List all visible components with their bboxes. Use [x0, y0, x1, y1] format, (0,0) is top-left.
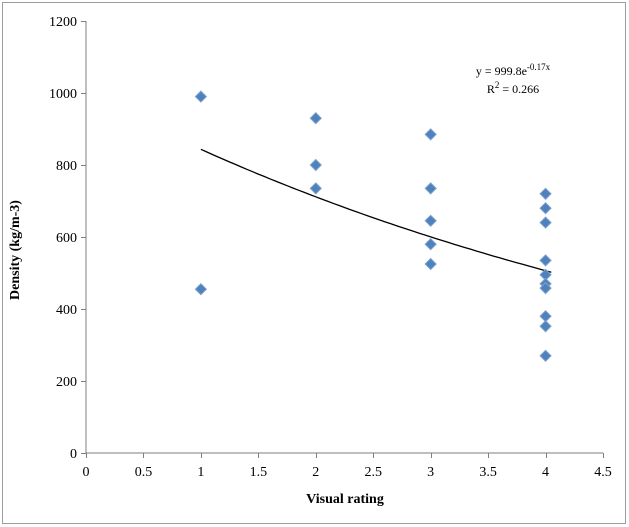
x-tick-label: 1 [197, 465, 204, 480]
x-axis-title: Visual rating [306, 492, 384, 507]
data-point-marker [539, 187, 552, 201]
data-point-marker [539, 281, 552, 295]
data-point-marker [539, 201, 552, 215]
x-tick-label: 2 [312, 465, 319, 480]
y-tick-label: 0 [70, 447, 77, 462]
x-tick-label: 1.5 [250, 465, 268, 480]
data-point-marker [424, 214, 437, 228]
y-tick-label: 1200 [49, 15, 77, 30]
y-tick-label: 600 [56, 231, 77, 246]
trendline-curve [200, 148, 552, 273]
trendline-annotation: y = 999.8e-0.17x R2 = 0.266 [476, 61, 550, 97]
data-point-marker [194, 90, 208, 103]
y-tick-label: 400 [56, 303, 77, 318]
x-tick-label: 0 [83, 465, 90, 480]
x-tick-label: 0.5 [135, 465, 153, 480]
data-point-marker [539, 349, 552, 363]
data-point-marker [539, 309, 552, 323]
data-point-marker [539, 216, 552, 229]
data-point-marker [539, 254, 552, 267]
y-tick-label: 800 [56, 159, 77, 174]
data-point-marker [424, 237, 437, 251]
data-point-marker [424, 257, 437, 271]
trendline-equation: y = 999.8e-0.17x [475, 61, 551, 78]
data-point-marker [539, 320, 552, 333]
y-tick-label: 1000 [49, 87, 77, 102]
data-point-marker [194, 282, 208, 296]
data-point-marker [424, 182, 437, 195]
y-tick-label: 200 [56, 375, 77, 390]
data-point-marker [309, 111, 322, 125]
data-point-marker [309, 158, 322, 172]
data-point-marker [309, 182, 322, 195]
data-point-marker [424, 128, 437, 141]
x-tick-label: 3.5 [479, 465, 497, 480]
y-axis-title: Density (kg/m-3) [8, 200, 23, 300]
r-squared-value: R2 = 0.266 [486, 80, 540, 96]
x-tick-label: 3 [427, 465, 434, 480]
x-tick-label: 4.5 [594, 465, 612, 480]
x-tick-label: 4 [542, 465, 549, 480]
x-tick-label: 2.5 [364, 465, 382, 480]
